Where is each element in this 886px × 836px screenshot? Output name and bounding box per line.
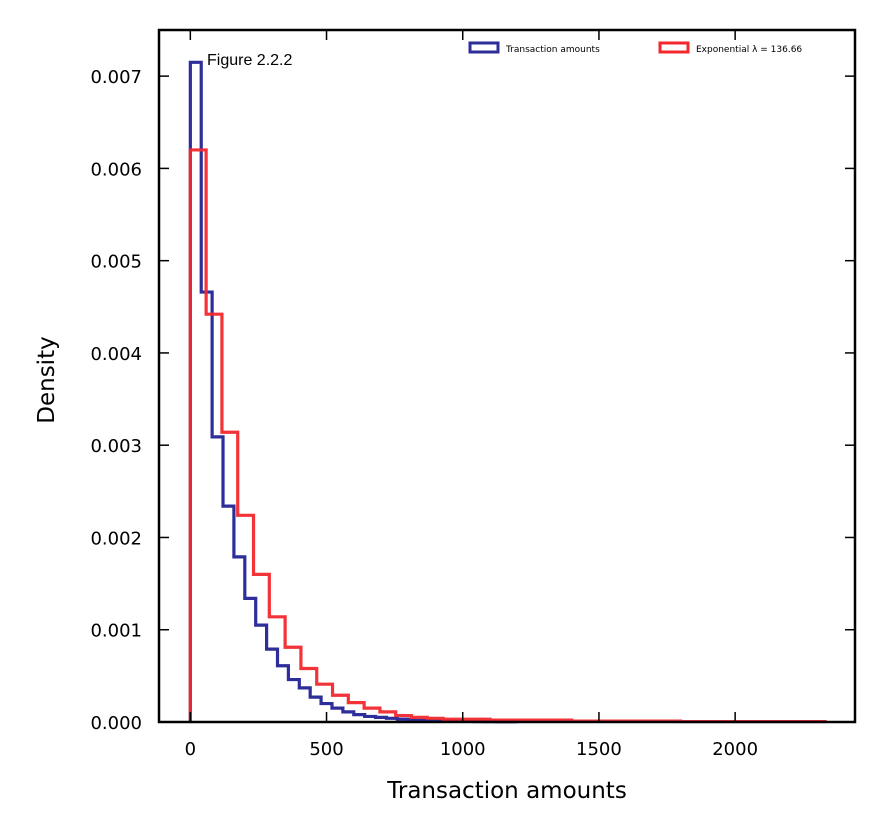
x-tick-label: 1500: [576, 739, 622, 760]
x-tick-label: 500: [309, 739, 343, 760]
histogram-step-series-0: [188, 60, 519, 724]
x-tick-label: 0: [185, 739, 196, 760]
series-layer: [188, 60, 827, 724]
legend-label-transaction-amounts: Transaction amounts: [505, 45, 600, 55]
y-tick-label: 0.001: [90, 621, 142, 642]
ticks-layer: 0 500 1000 1500 2000 0.000 0.001 0.002 0.003 0.00…: [90, 30, 855, 760]
legend: Transaction amounts Exponential λ = 136.…: [468, 41, 802, 55]
histogram-step-series-1: [188, 148, 827, 724]
y-tick-label: 0.004: [90, 344, 142, 365]
y-tick-label: 0.007: [90, 67, 142, 88]
y-tick-label: 0.000: [90, 713, 142, 734]
legend-swatch-transaction-amounts: [468, 41, 500, 54]
legend-swatch-exponential: [658, 41, 690, 54]
plot-frame: [157, 28, 857, 724]
x-tick-label: 1000: [440, 739, 486, 760]
x-tick-label: 2000: [712, 739, 758, 760]
y-tick-label: 0.002: [90, 528, 142, 549]
y-tick-label: 0.005: [90, 252, 142, 273]
figure-annotation: Figure 2.2.2: [207, 52, 292, 69]
series-1-group: [188, 148, 827, 724]
legend-label-exponential: Exponential λ = 136.66: [696, 45, 802, 55]
y-axis-label: Density: [34, 336, 60, 423]
y-tick-label: 0.003: [90, 436, 142, 457]
x-axis-label: Transaction amounts: [386, 778, 627, 804]
y-tick-label: 0.006: [90, 159, 142, 180]
series-0-group: [188, 60, 519, 724]
